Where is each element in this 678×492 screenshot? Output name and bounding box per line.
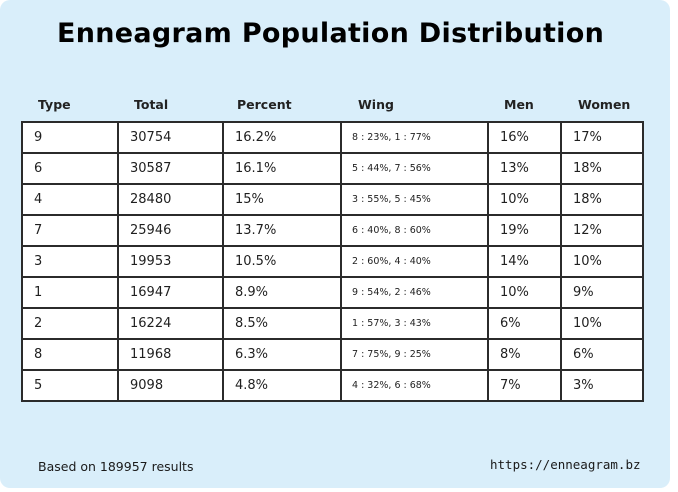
header-total: Total	[134, 97, 169, 112]
cell-wing: 7 : 75%, 9 : 25%	[340, 338, 489, 371]
table-row: 9 30754 16.2% 8 : 23%, 1 : 77% 16% 17%	[21, 121, 644, 154]
cell-total: 28480	[117, 183, 224, 216]
cell-men: 13%	[487, 152, 562, 185]
header-type: Type	[38, 97, 71, 112]
cell-men: 7%	[487, 369, 562, 402]
cell-wing: 1 : 57%, 3 : 43%	[340, 307, 489, 340]
cell-men: 14%	[487, 245, 562, 278]
table-row: 7 25946 13.7% 6 : 40%, 8 : 60% 19% 12%	[21, 214, 644, 247]
cell-percent: 15%	[222, 183, 342, 216]
cell-total: 11968	[117, 338, 224, 371]
header-women: Women	[578, 97, 631, 112]
table-row: 3 19953 10.5% 2 : 60%, 4 : 40% 14% 10%	[21, 245, 644, 278]
page-title: Enneagram Population Distribution	[57, 18, 605, 49]
cell-men: 6%	[487, 307, 562, 340]
table-row: 2 16224 8.5% 1 : 57%, 3 : 43% 6% 10%	[21, 307, 644, 340]
header-men: Men	[504, 97, 534, 112]
cell-type: 2	[21, 307, 119, 340]
site-url: https://enneagram.bz	[490, 457, 641, 472]
cell-percent: 13.7%	[222, 214, 342, 247]
cell-percent: 4.8%	[222, 369, 342, 402]
cell-type: 9	[21, 121, 119, 154]
distribution-table: 9 30754 16.2% 8 : 23%, 1 : 77% 16% 17% 6 30587 1…	[21, 121, 644, 402]
cell-percent: 8.5%	[222, 307, 342, 340]
cell-type: 6	[21, 152, 119, 185]
cell-type: 1	[21, 276, 119, 309]
cell-wing: 2 : 60%, 4 : 40%	[340, 245, 489, 278]
cell-men: 19%	[487, 214, 562, 247]
cell-women: 6%	[560, 338, 644, 371]
cell-percent: 8.9%	[222, 276, 342, 309]
cell-percent: 10.5%	[222, 245, 342, 278]
cell-total: 16947	[117, 276, 224, 309]
cell-women: 18%	[560, 183, 644, 216]
cell-men: 8%	[487, 338, 562, 371]
cell-percent: 16.2%	[222, 121, 342, 154]
table-row: 4 28480 15% 3 : 55%, 5 : 45% 10% 18%	[21, 183, 644, 216]
cell-women: 10%	[560, 245, 644, 278]
table-row: 5 9098 4.8% 4 : 32%, 6 : 68% 7% 3%	[21, 369, 644, 402]
cell-wing: 8 : 23%, 1 : 77%	[340, 121, 489, 154]
cell-wing: 9 : 54%, 2 : 46%	[340, 276, 489, 309]
cell-type: 3	[21, 245, 119, 278]
cell-wing: 5 : 44%, 7 : 56%	[340, 152, 489, 185]
cell-women: 17%	[560, 121, 644, 154]
cell-women: 10%	[560, 307, 644, 340]
cell-women: 9%	[560, 276, 644, 309]
header-wing: Wing	[358, 97, 394, 112]
cell-wing: 4 : 32%, 6 : 68%	[340, 369, 489, 402]
cell-men: 16%	[487, 121, 562, 154]
table-row: 6 30587 16.1% 5 : 44%, 7 : 56% 13% 18%	[21, 152, 644, 185]
cell-men: 10%	[487, 183, 562, 216]
cell-percent: 6.3%	[222, 338, 342, 371]
cell-total: 16224	[117, 307, 224, 340]
cell-total: 19953	[117, 245, 224, 278]
cell-women: 3%	[560, 369, 644, 402]
cell-total: 30754	[117, 121, 224, 154]
cell-percent: 16.1%	[222, 152, 342, 185]
cell-men: 10%	[487, 276, 562, 309]
cell-wing: 6 : 40%, 8 : 60%	[340, 214, 489, 247]
cell-women: 18%	[560, 152, 644, 185]
cell-type: 4	[21, 183, 119, 216]
cell-women: 12%	[560, 214, 644, 247]
cell-type: 8	[21, 338, 119, 371]
cell-total: 25946	[117, 214, 224, 247]
results-note: Based on 189957 results	[38, 459, 194, 474]
cell-wing: 3 : 55%, 5 : 45%	[340, 183, 489, 216]
table-row: 1 16947 8.9% 9 : 54%, 2 : 46% 10% 9%	[21, 276, 644, 309]
table-row: 8 11968 6.3% 7 : 75%, 9 : 25% 8% 6%	[21, 338, 644, 371]
cell-type: 7	[21, 214, 119, 247]
cell-total: 9098	[117, 369, 224, 402]
header-percent: Percent	[237, 97, 292, 112]
cell-type: 5	[21, 369, 119, 402]
cell-total: 30587	[117, 152, 224, 185]
